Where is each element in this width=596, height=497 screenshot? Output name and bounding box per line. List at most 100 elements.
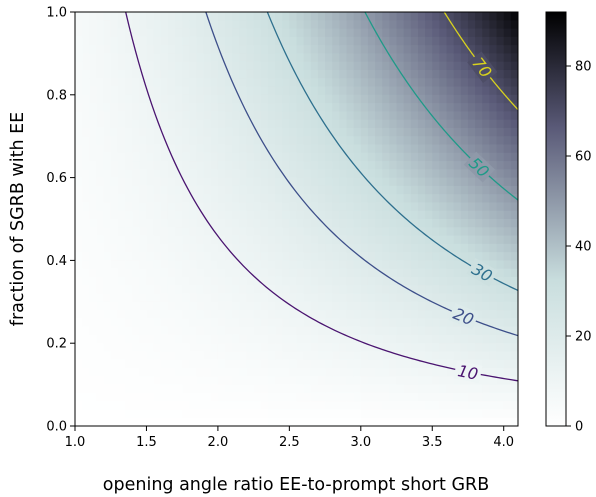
heatmap-cell <box>417 376 426 386</box>
heatmap-cell <box>225 409 233 419</box>
heatmap-cell <box>239 392 248 402</box>
heatmap-cell <box>425 78 433 88</box>
heatmap-cell <box>167 86 176 96</box>
heatmap-cell <box>339 12 348 21</box>
heatmap-cell <box>503 86 512 96</box>
heatmap-cell <box>217 127 226 137</box>
heatmap-cell <box>367 185 376 195</box>
heatmap-cell <box>360 136 369 146</box>
heatmap-cell <box>110 136 119 146</box>
heatmap-cell <box>396 260 405 270</box>
heatmap-cell <box>389 103 398 112</box>
heatmap-cell <box>446 293 455 303</box>
heatmap-cell <box>239 53 248 63</box>
heatmap-cell <box>317 61 326 71</box>
heatmap-cell <box>410 111 419 121</box>
heatmap-cell <box>160 301 169 311</box>
heatmap-cell <box>160 185 169 195</box>
heatmap-cell <box>75 177 83 187</box>
heatmap-cell <box>346 301 355 311</box>
heatmap-cell <box>217 28 226 38</box>
heatmap-cell <box>432 144 441 154</box>
heatmap-cell <box>446 285 455 295</box>
heatmap-cell <box>382 409 390 419</box>
heatmap-cell <box>275 210 283 220</box>
heatmap-cell <box>217 161 226 170</box>
heatmap-cell <box>253 94 262 104</box>
heatmap-cell <box>275 268 283 278</box>
heatmap-cell <box>110 86 119 96</box>
heatmap-cell <box>210 409 219 419</box>
heatmap-cell <box>496 359 505 369</box>
heatmap-cell <box>232 310 240 319</box>
heatmap-cell <box>289 243 298 253</box>
heatmap-cell <box>475 392 483 402</box>
heatmap-cell <box>310 359 319 369</box>
heatmap-cell <box>146 227 155 237</box>
heatmap-cell <box>389 119 398 129</box>
heatmap-cell <box>339 318 348 328</box>
heatmap-cell <box>310 351 319 361</box>
heatmap-cell <box>353 334 362 344</box>
heatmap-cell <box>410 94 419 104</box>
heatmap-cell <box>260 409 269 419</box>
heatmap-cell <box>203 127 212 137</box>
heatmap-cell <box>310 161 319 170</box>
heatmap-cell <box>417 219 426 228</box>
heatmap-cell <box>239 202 248 212</box>
heatmap-cell <box>375 185 383 195</box>
colorbar-tick-label: 80 <box>575 60 592 75</box>
heatmap-cell <box>367 219 376 228</box>
heatmap-cell <box>367 94 376 104</box>
heatmap-cell <box>132 376 140 386</box>
heatmap-cell <box>125 268 133 278</box>
heatmap-cell <box>75 53 83 63</box>
heatmap-cell <box>75 293 83 303</box>
heatmap-cell <box>246 202 255 212</box>
heatmap-cell <box>239 45 248 54</box>
heatmap-cell <box>282 334 290 344</box>
heatmap-cell <box>132 310 140 319</box>
heatmap-cell <box>225 144 233 154</box>
heatmap-cell <box>253 401 262 411</box>
heatmap-cell <box>260 152 269 162</box>
heatmap-cell <box>482 243 491 253</box>
heatmap-cell <box>182 376 190 386</box>
heatmap-cell <box>425 310 433 319</box>
heatmap-cell <box>410 268 419 278</box>
heatmap-cell <box>353 417 362 426</box>
heatmap-cell <box>239 293 248 303</box>
heatmap-cell <box>375 384 383 394</box>
heatmap-cell <box>110 119 119 129</box>
heatmap-cell <box>332 293 340 303</box>
heatmap-cell <box>139 334 148 344</box>
heatmap-cell <box>489 119 498 129</box>
heatmap-cell <box>432 53 441 63</box>
heatmap-cell <box>353 384 362 394</box>
heatmap-cell <box>282 268 290 278</box>
heatmap-cell <box>289 326 298 336</box>
heatmap-cell <box>446 384 455 394</box>
heatmap-cell <box>432 368 441 377</box>
heatmap-cell <box>296 61 305 71</box>
heatmap-cell <box>160 268 169 278</box>
heatmap-cell <box>396 285 405 295</box>
heatmap-cell <box>167 392 176 402</box>
heatmap-cell <box>375 194 383 204</box>
heatmap-cell <box>175 243 183 253</box>
heatmap-cell <box>82 301 90 311</box>
heatmap-cell <box>153 127 162 137</box>
heatmap-cell <box>96 36 105 46</box>
heatmap-cell <box>275 94 283 104</box>
heatmap-cell <box>89 36 98 46</box>
heatmap-cell <box>325 318 333 328</box>
heatmap-cell <box>475 45 483 54</box>
heatmap-cell <box>453 334 462 344</box>
heatmap-cell <box>167 45 176 54</box>
heatmap-cell <box>182 301 190 311</box>
heatmap-cell <box>160 111 169 121</box>
heatmap-cell <box>389 161 398 170</box>
heatmap-cell <box>482 285 491 295</box>
heatmap-cell <box>96 61 105 71</box>
heatmap-cell <box>82 152 90 162</box>
